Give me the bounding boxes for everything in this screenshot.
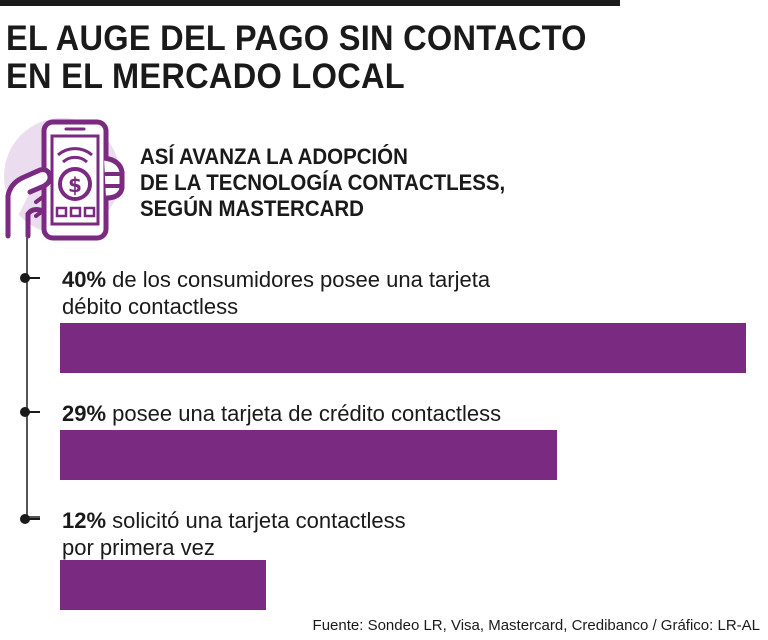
chart-subtitle: ASÍ AVANZA LA ADOPCIÓN DE LA TECNOLOGÍA …	[140, 144, 505, 222]
category-label-line-1: de los consumidores posee una tarjeta	[112, 267, 491, 292]
item-label: 12% solicitó una tarjeta contactless por…	[40, 507, 740, 561]
category-label-line-2: débito contactless	[62, 294, 239, 319]
category-label-line-2: por primera vez	[62, 535, 215, 560]
value-label: 29%	[62, 401, 107, 426]
chart-item-3: 12% solicitó una tarjeta contactless por…	[20, 507, 740, 561]
bar-debit-contactless	[60, 323, 746, 373]
item-label: 40% de los consumidores posee una tarjet…	[40, 266, 740, 320]
value-label: 12%	[62, 508, 107, 533]
top-rule	[0, 0, 620, 6]
svg-text:$: $	[68, 173, 82, 197]
category-label-line-1: solicitó una tarjeta contactless	[112, 508, 406, 533]
timeline-foot	[26, 516, 40, 518]
chart-title: EL AUGE DEL PAGO SIN CONTACTO EN EL MERC…	[6, 20, 620, 96]
bullet-connector	[28, 277, 40, 279]
bullet-connector	[28, 411, 40, 413]
phone-payment-hand-icon: $	[0, 118, 140, 248]
bullet-dot	[20, 407, 30, 417]
value-label: 40%	[62, 267, 107, 292]
bullet-connector	[28, 518, 40, 520]
title-line-2: EN EL MERCADO LOCAL	[6, 57, 405, 96]
timeline-line	[26, 238, 28, 518]
subtitle-line-1: ASÍ AVANZA LA ADOPCIÓN	[140, 144, 408, 169]
chart-item-2: 29% posee una tarjeta de crédito contact…	[20, 400, 740, 427]
bullet-dot	[20, 273, 30, 283]
item-label: 29% posee una tarjeta de crédito contact…	[40, 400, 740, 427]
title-line-1: EL AUGE DEL PAGO SIN CONTACTO	[6, 19, 587, 58]
category-label-line-1: posee una tarjeta de crédito contactless	[112, 401, 502, 426]
chart-item-1: 40% de los consumidores posee una tarjet…	[20, 266, 740, 320]
subtitle-line-2: DE LA TECNOLOGÍA CONTACTLESS,	[140, 170, 506, 195]
bullet-dot	[20, 514, 30, 524]
bar-first-time-request	[60, 560, 266, 610]
source-note: Fuente: Sondeo LR, Visa, Mastercard, Cre…	[312, 617, 760, 634]
subtitle-line-3: SEGÚN MASTERCARD	[140, 196, 364, 221]
bar-credit-contactless	[60, 430, 557, 480]
